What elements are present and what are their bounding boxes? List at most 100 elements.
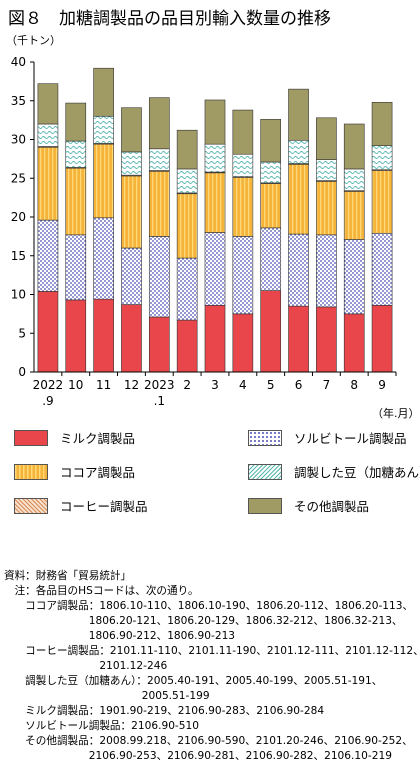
bar-segment (371, 170, 393, 234)
bar-segment (260, 290, 282, 373)
bar-segment (232, 177, 254, 237)
x-tick-label: 3 (211, 378, 219, 392)
bar-segment (37, 146, 59, 221)
bar-segment (260, 227, 282, 291)
bar-segment (288, 305, 309, 373)
bar-segment (93, 143, 114, 219)
bar-segment (65, 234, 87, 301)
bar-segment (121, 175, 142, 249)
y-tick-label: 15 (11, 249, 26, 263)
x-tick-label: 12 (124, 378, 139, 392)
x-tick-label: .1 (154, 394, 165, 408)
bar-segment (37, 123, 59, 147)
legend-swatch (14, 429, 48, 446)
legend-item: ココア調製品 (14, 462, 135, 481)
bar-segment (343, 239, 365, 315)
source-notes: 資料：財務省「貿易統計」 注：各品目のHSコードは、次の通り。 ココア調製品：1… (4, 569, 420, 764)
y-axis-unit-label: （千トン） (6, 34, 61, 47)
y-tick-label: 25 (11, 171, 26, 185)
bar-segment (37, 291, 59, 373)
bar-segment (121, 247, 142, 305)
bar-segment (93, 298, 114, 373)
note-line: 2106.90-253、2106.90-281、2106.90-282、2106… (4, 750, 392, 762)
legend-item: ソルビトール調製品 (248, 428, 407, 447)
legend-label: ソルビトール調製品 (294, 431, 407, 446)
bar-segment (121, 151, 142, 176)
bar-segment (204, 232, 226, 306)
x-tick-label: 11 (96, 378, 111, 392)
legend-item: その他調製品 (248, 496, 369, 515)
legend-swatch (14, 497, 48, 514)
legend-swatch (14, 463, 48, 480)
x-tick-label: 2 (183, 378, 191, 392)
bar-segment (176, 257, 198, 321)
y-tick-label: 35 (11, 94, 26, 108)
legend-item: 調製した豆（加糖あん） (248, 462, 420, 481)
bar-segment (343, 123, 365, 170)
bar-segment (232, 236, 254, 315)
chart-title: 図８ 加糖調製品の品目別輸入数量の推移 (8, 9, 331, 29)
bar-segment (343, 168, 365, 191)
bar-segment (204, 172, 226, 233)
x-tick-label: 2023 (144, 378, 175, 392)
bar-segment (204, 99, 226, 145)
bar-segment (148, 316, 170, 373)
note-line: 2101.12-246 (4, 660, 168, 672)
legend-label: ミルク調製品 (60, 431, 136, 446)
bar-segment (148, 170, 170, 237)
x-tick-label: 2022 (33, 378, 64, 392)
bar-segment (343, 313, 365, 373)
bar-segment (316, 181, 337, 236)
bar-segment (148, 97, 170, 150)
bar-segment (121, 304, 142, 373)
y-tick-label: 30 (11, 133, 26, 147)
x-axis-unit-label: （年.月） (372, 406, 420, 420)
legend-item: ミルク調製品 (14, 428, 135, 447)
x-tick-label: 10 (68, 378, 83, 392)
bar-segment (232, 109, 254, 155)
bar-segment (93, 217, 114, 300)
bar-segment (93, 67, 114, 117)
legend-label: コーヒー調製品 (60, 499, 148, 514)
legend-label: 調製した豆（加糖あん） (294, 465, 420, 480)
bar-segment (260, 161, 282, 184)
note-line: 1806.90-212、1806.90-213 (4, 630, 236, 642)
bar-segment (148, 148, 170, 171)
legend-swatch (248, 497, 282, 514)
y-tick-label: 5 (18, 326, 26, 340)
bar-segment (176, 193, 198, 259)
x-tick-label: 7 (323, 378, 331, 392)
legend-label: ココア調製品 (60, 465, 136, 480)
x-axis: 2022 .9 10 11 12 2023 .1 2 3 4 5 6 7 8 9 (33, 371, 397, 408)
bar-segment (204, 305, 226, 373)
note-line: その他調製品：2008.99.218、2106.90-590、2101.20-2… (4, 735, 413, 747)
bars (37, 67, 393, 373)
bar-segment (288, 233, 309, 307)
bar-segment (316, 234, 337, 308)
bar-segment (371, 232, 393, 306)
bar-segment (260, 183, 282, 229)
y-tick-label: 20 (11, 210, 26, 224)
bar-segment (65, 299, 87, 373)
bar-segment (343, 191, 365, 240)
y-tick-label: 40 (11, 55, 26, 69)
bar-segment (176, 319, 198, 373)
bar-segment (316, 159, 337, 181)
bar-segment (65, 140, 87, 168)
bar-segment (232, 313, 254, 373)
x-tick-label: 8 (350, 378, 358, 392)
bar-segment (232, 153, 254, 178)
bar-segment (204, 143, 226, 173)
bar-segment (65, 102, 87, 142)
note-line: ソルビトール調製品：2106.90-510 (4, 720, 199, 732)
note-line: ココア調製品：1806.10-110、1806.10-190、1806.20-1… (4, 600, 414, 612)
bar-segment (176, 129, 198, 170)
bar-segment (93, 115, 114, 144)
bar-segment (316, 306, 337, 373)
x-tick-label: 4 (239, 378, 247, 392)
note-line: ミルク調製品：1901.90-219、2106.90-283、2106.90-2… (4, 705, 325, 717)
bar-segment (121, 107, 142, 153)
note-line: 資料：財務省「貿易統計」 (4, 570, 132, 582)
legend-item: コーヒー調製品 (14, 496, 148, 515)
